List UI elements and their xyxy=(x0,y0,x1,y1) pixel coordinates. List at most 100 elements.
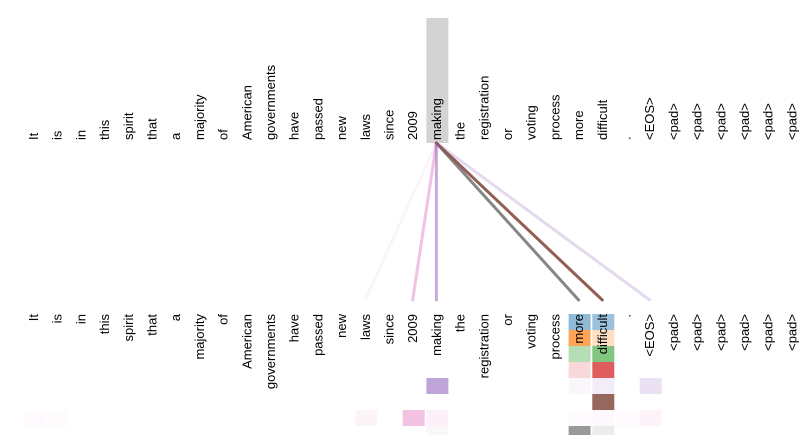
top-token[interactable]: that xyxy=(145,118,160,140)
bottom-token[interactable]: <EOS> xyxy=(642,314,657,357)
bottom-token[interactable]: majority xyxy=(192,314,207,360)
highlight-layer xyxy=(426,18,449,143)
attention-cell xyxy=(616,410,638,426)
top-token[interactable]: <pad> xyxy=(690,103,705,140)
bottom-token[interactable]: registration xyxy=(476,314,491,378)
bottom-token[interactable]: in xyxy=(73,314,88,324)
bottom-token[interactable]: American xyxy=(239,314,254,369)
attention-cell xyxy=(402,410,425,426)
top-token[interactable]: 2009 xyxy=(405,111,420,140)
attention-cell xyxy=(568,314,591,330)
bottom-token[interactable]: process xyxy=(547,314,562,360)
bottom-token[interactable]: laws xyxy=(358,314,373,341)
attention-cells-layer xyxy=(23,314,662,435)
top-token[interactable]: of xyxy=(216,129,231,140)
attention-line xyxy=(434,141,604,302)
bottom-token[interactable]: of xyxy=(216,314,231,325)
bottom-token[interactable]: <pad> xyxy=(784,314,799,351)
bottom-token[interactable]: governments xyxy=(263,314,278,390)
attention-cell xyxy=(23,410,46,426)
bottom-token[interactable]: new xyxy=(334,313,349,337)
top-token[interactable]: majority xyxy=(192,94,207,140)
bottom-token[interactable]: this xyxy=(97,314,112,335)
bottom-token[interactable]: a xyxy=(168,313,183,321)
top-token[interactable]: or xyxy=(500,128,515,140)
top-token[interactable]: voting xyxy=(524,105,539,140)
bottom-token[interactable]: It xyxy=(26,314,41,322)
bottom-token[interactable]: <pad> xyxy=(761,314,776,351)
attention-cell xyxy=(426,410,449,426)
bottom-token[interactable]: the xyxy=(453,314,468,332)
top-token[interactable]: . xyxy=(619,136,634,140)
top-token[interactable]: spirit xyxy=(121,112,136,140)
top-token[interactable]: difficult xyxy=(595,99,610,140)
bottom-token[interactable]: . xyxy=(619,314,634,318)
bottom-token[interactable]: difficult xyxy=(595,314,610,355)
top-token[interactable]: governments xyxy=(263,64,278,140)
bottom-token-row: It is in this spirit that a majority of American g… xyxy=(26,313,799,389)
top-token[interactable]: <pad> xyxy=(713,103,728,140)
top-token[interactable]: registration xyxy=(476,76,491,140)
bottom-token[interactable]: <pad> xyxy=(737,314,752,351)
top-token[interactable]: American xyxy=(239,85,254,140)
bottom-token[interactable]: have xyxy=(287,314,302,342)
bottom-token[interactable]: making xyxy=(429,314,444,356)
attention-cell xyxy=(568,378,591,394)
bottom-token[interactable]: 2009 xyxy=(405,314,420,343)
top-token[interactable]: a xyxy=(168,132,183,140)
top-token[interactable]: <pad> xyxy=(761,103,776,140)
attention-cell xyxy=(47,410,69,426)
top-token[interactable]: new xyxy=(334,116,349,140)
bottom-token[interactable]: <pad> xyxy=(690,314,705,351)
attention-line xyxy=(434,141,581,302)
bottom-token[interactable]: voting xyxy=(524,314,539,349)
bottom-token[interactable]: more xyxy=(571,314,586,344)
top-token[interactable]: is xyxy=(50,130,65,140)
attention-cell xyxy=(568,362,591,378)
attention-cell xyxy=(592,378,615,394)
attention-cell xyxy=(568,426,591,435)
attention-cell xyxy=(592,394,615,410)
attention-cell xyxy=(426,426,449,435)
bottom-token[interactable]: since xyxy=(382,314,397,344)
attention-cell xyxy=(592,362,615,378)
attention-cell xyxy=(592,410,615,426)
top-token[interactable]: <EOS> xyxy=(642,97,657,140)
attention-cell xyxy=(355,410,378,426)
bottom-token[interactable]: is xyxy=(50,314,65,324)
top-token[interactable]: <pad> xyxy=(737,103,752,140)
top-token[interactable]: process xyxy=(547,94,562,140)
attention-lines-layer xyxy=(363,141,652,302)
top-token[interactable]: It xyxy=(26,132,41,140)
attention-cell xyxy=(639,378,662,394)
attention-line xyxy=(411,141,438,302)
selected-token-highlight xyxy=(426,18,449,143)
top-token[interactable]: <pad> xyxy=(784,103,799,140)
bottom-token[interactable]: spirit xyxy=(121,314,136,342)
top-token[interactable]: <pad> xyxy=(666,103,681,140)
attention-line xyxy=(363,141,438,302)
attention-cell xyxy=(568,346,591,362)
bottom-token[interactable]: <pad> xyxy=(713,314,728,351)
top-token[interactable]: this xyxy=(97,119,112,140)
top-token[interactable]: the xyxy=(453,122,468,140)
bottom-token[interactable]: or xyxy=(500,313,515,325)
top-token[interactable]: laws xyxy=(358,113,373,140)
attention-cell xyxy=(592,346,615,362)
top-token[interactable]: since xyxy=(382,110,397,140)
attention-cell xyxy=(568,330,591,346)
attention-cell xyxy=(639,410,662,426)
top-token[interactable]: have xyxy=(287,112,302,140)
top-token[interactable]: in xyxy=(73,130,88,140)
attention-cell xyxy=(568,410,591,426)
attention-cell xyxy=(592,426,615,435)
attention-cell xyxy=(592,314,615,330)
attention-cell xyxy=(426,378,449,394)
top-token[interactable]: making xyxy=(429,98,444,140)
top-token[interactable]: more xyxy=(571,110,586,140)
top-token[interactable]: passed xyxy=(310,98,325,140)
bottom-token[interactable]: <pad> xyxy=(666,314,681,351)
bottom-token[interactable]: that xyxy=(145,314,160,336)
bottom-token[interactable]: passed xyxy=(310,314,325,356)
